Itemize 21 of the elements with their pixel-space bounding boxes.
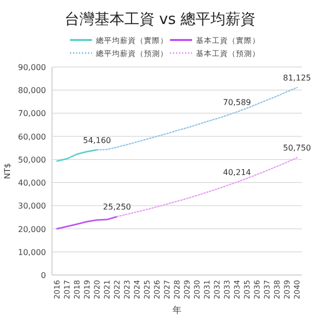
line-series	[56, 149, 98, 162]
data-label: 40,214	[223, 168, 251, 178]
data-label: 81,125	[283, 74, 311, 83]
y-tick-label: 50,000	[18, 155, 46, 164]
y-tick-label: 90,000	[18, 63, 46, 72]
y-tick-label: 60,000	[18, 132, 46, 142]
y-tick-label: 30,000	[18, 202, 46, 211]
y-axis-title: NT$	[3, 163, 12, 179]
y-tick-label: 80,000	[18, 86, 46, 96]
data-label: 54,160	[83, 136, 111, 145]
chart-title: 台灣基本工資 vs 總平均薪資	[64, 10, 256, 28]
line-series	[56, 216, 118, 230]
data-label: 25,250	[103, 202, 131, 212]
data-label: 70,589	[223, 98, 251, 107]
y-tick-label: 0	[40, 271, 46, 280]
x-axis-title: 年	[172, 305, 182, 316]
y-tick-label: 70,000	[18, 109, 46, 118]
y-tick-label: 20,000	[18, 224, 46, 234]
data-label: 50,750	[283, 144, 311, 153]
y-tick-label: 40,000	[18, 178, 46, 188]
y-tick-label: 10,000	[18, 248, 46, 257]
